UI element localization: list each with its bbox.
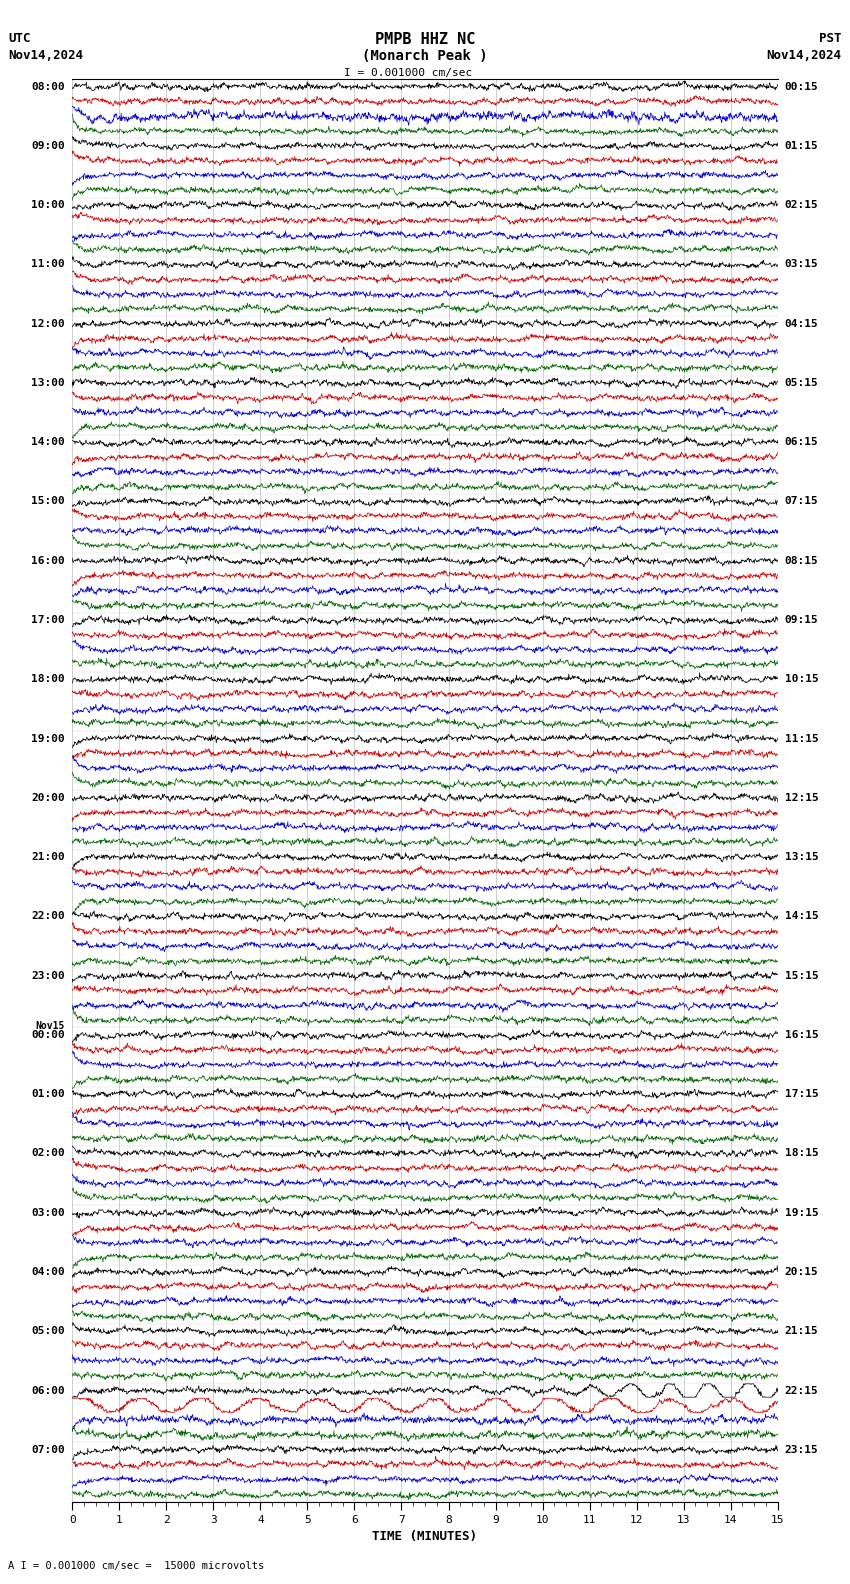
Text: 01:15: 01:15	[785, 141, 819, 150]
Text: 19:15: 19:15	[785, 1207, 819, 1218]
Text: 06:00: 06:00	[31, 1386, 65, 1396]
Text: 13:00: 13:00	[31, 379, 65, 388]
Text: 08:00: 08:00	[31, 82, 65, 92]
Text: 11:15: 11:15	[785, 733, 819, 743]
Text: 02:15: 02:15	[785, 200, 819, 211]
Text: 05:00: 05:00	[31, 1326, 65, 1337]
Text: 20:15: 20:15	[785, 1267, 819, 1277]
Text: A I = 0.001000 cm/sec =  15000 microvolts: A I = 0.001000 cm/sec = 15000 microvolts	[8, 1562, 264, 1571]
Text: 06:15: 06:15	[785, 437, 819, 447]
Text: 14:00: 14:00	[31, 437, 65, 447]
Text: 09:00: 09:00	[31, 141, 65, 150]
Text: 18:15: 18:15	[785, 1148, 819, 1158]
X-axis label: TIME (MINUTES): TIME (MINUTES)	[372, 1530, 478, 1543]
Text: 00:15: 00:15	[785, 82, 819, 92]
Text: 21:15: 21:15	[785, 1326, 819, 1337]
Text: 05:15: 05:15	[785, 379, 819, 388]
Text: I = 0.001000 cm/sec: I = 0.001000 cm/sec	[344, 68, 472, 78]
Text: 23:00: 23:00	[31, 971, 65, 980]
Text: 07:00: 07:00	[31, 1445, 65, 1454]
Text: 11:00: 11:00	[31, 260, 65, 269]
Text: 01:00: 01:00	[31, 1090, 65, 1099]
Text: 14:15: 14:15	[785, 911, 819, 922]
Text: 23:15: 23:15	[785, 1445, 819, 1454]
Text: 12:00: 12:00	[31, 318, 65, 329]
Text: 15:15: 15:15	[785, 971, 819, 980]
Text: 18:00: 18:00	[31, 675, 65, 684]
Text: 17:00: 17:00	[31, 615, 65, 626]
Text: 16:00: 16:00	[31, 556, 65, 565]
Text: 15:00: 15:00	[31, 496, 65, 507]
Text: 12:15: 12:15	[785, 794, 819, 803]
Text: Nov14,2024: Nov14,2024	[8, 49, 83, 62]
Text: 16:15: 16:15	[785, 1030, 819, 1041]
Text: Nov14,2024: Nov14,2024	[767, 49, 842, 62]
Text: 21:00: 21:00	[31, 852, 65, 862]
Text: 04:15: 04:15	[785, 318, 819, 329]
Text: 04:00: 04:00	[31, 1267, 65, 1277]
Text: PST: PST	[819, 32, 842, 44]
Text: (Monarch Peak ): (Monarch Peak )	[362, 49, 488, 63]
Text: 22:00: 22:00	[31, 911, 65, 922]
Text: 10:00: 10:00	[31, 200, 65, 211]
Text: 09:15: 09:15	[785, 615, 819, 626]
Text: 20:00: 20:00	[31, 794, 65, 803]
Text: 03:15: 03:15	[785, 260, 819, 269]
Text: 13:15: 13:15	[785, 852, 819, 862]
Text: 00:00: 00:00	[31, 1030, 65, 1041]
Text: UTC: UTC	[8, 32, 31, 44]
Text: 08:15: 08:15	[785, 556, 819, 565]
Text: 03:00: 03:00	[31, 1207, 65, 1218]
Text: PMPB HHZ NC: PMPB HHZ NC	[375, 32, 475, 46]
Text: Nov15: Nov15	[36, 1022, 65, 1031]
Text: 07:15: 07:15	[785, 496, 819, 507]
Text: 10:15: 10:15	[785, 675, 819, 684]
Text: 19:00: 19:00	[31, 733, 65, 743]
Text: 02:00: 02:00	[31, 1148, 65, 1158]
Text: 22:15: 22:15	[785, 1386, 819, 1396]
Text: 17:15: 17:15	[785, 1090, 819, 1099]
